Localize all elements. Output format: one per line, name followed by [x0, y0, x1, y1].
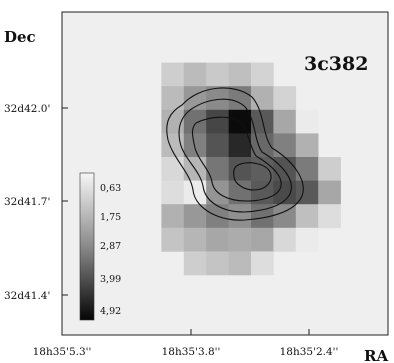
x-tick-label: 18h35'2.4''	[280, 346, 339, 358]
heatmap-cell	[206, 109, 229, 134]
heatmap-cells	[161, 62, 341, 276]
x-tick-label: 18h35'5.3''	[33, 346, 92, 358]
heatmap-cell	[318, 204, 341, 229]
contour-level-1	[166, 87, 304, 221]
heatmap-cell	[273, 204, 297, 229]
heatmap-cell	[183, 227, 207, 252]
heatmap-cell	[273, 109, 297, 134]
heatmap-cell	[206, 62, 229, 87]
heatmap-cell	[228, 204, 252, 229]
heatmap-cell	[161, 86, 185, 111]
colorbar-label: 3,99	[100, 274, 121, 285]
heatmap-cell	[183, 133, 207, 158]
heatmap-cell	[251, 204, 274, 229]
colorbar	[79, 172, 95, 321]
heatmap-cell	[206, 133, 229, 158]
contour-level-3	[191, 116, 282, 202]
heatmap-cell	[318, 180, 341, 205]
heatmap-cell	[295, 180, 319, 205]
heatmap-cell	[228, 157, 252, 181]
x-tick-label: 18h35'3.8''	[162, 346, 221, 358]
contour-lines	[166, 87, 304, 221]
heatmap-cell	[273, 86, 297, 111]
heatmap-cell	[251, 62, 274, 87]
heatmap-cell	[228, 251, 252, 276]
heatmap-cell	[251, 251, 274, 276]
y-tick-label: 32d42.0'	[4, 103, 50, 115]
heatmap-cell	[161, 180, 185, 205]
heatmap-cell	[228, 227, 252, 252]
heatmap-cell	[161, 62, 185, 87]
heatmap-cell	[295, 204, 319, 229]
heatmap-cell	[295, 157, 319, 181]
contour-level-2	[178, 98, 292, 213]
heatmap-cell	[251, 86, 274, 111]
colorbar-label: 4,92	[100, 306, 121, 317]
heatmap-cell	[295, 133, 319, 158]
heatmap-cell	[318, 157, 341, 181]
heatmap-cell	[228, 62, 252, 87]
heatmap-cell	[228, 180, 252, 205]
heatmap-cell	[183, 62, 207, 87]
y-tick-label: 32d41.7'	[4, 196, 50, 208]
heatmap-cell	[206, 227, 229, 252]
object-label: 3c382	[304, 53, 368, 75]
heatmap-cell	[251, 227, 274, 252]
y-tick-label: 32d41.4'	[4, 290, 50, 302]
colorbar-label: 1,75	[100, 212, 121, 223]
colorbar-label: 0,63	[100, 183, 121, 194]
x-axis-title: RA	[364, 347, 388, 363]
heatmap-cell	[228, 133, 252, 158]
heatmap-cell	[161, 227, 185, 252]
heatmap-cell	[183, 251, 207, 276]
heatmap-cell	[206, 251, 229, 276]
heatmap-cell	[273, 157, 297, 181]
heatmap-cell	[161, 133, 185, 158]
heatmap-cell	[183, 204, 207, 229]
heatmap-cell	[273, 180, 297, 205]
ticks	[61, 107, 310, 335]
heatmap-cell	[206, 157, 229, 181]
heatmap-cell	[295, 109, 319, 134]
heatmap-cell	[161, 204, 185, 229]
heatmap-cell	[183, 180, 207, 205]
heatmap-cell	[161, 157, 185, 181]
heatmap-cell	[273, 133, 297, 158]
contour-level-4	[233, 162, 272, 191]
heatmap-cell	[251, 157, 274, 181]
colorbar-label: 2,87	[100, 241, 121, 252]
heatmap-cell	[295, 227, 319, 252]
heatmap-cell	[206, 86, 229, 111]
heatmap-cell	[183, 109, 207, 134]
y-axis-title: Dec	[4, 28, 36, 46]
heatmap-cell	[273, 227, 297, 252]
